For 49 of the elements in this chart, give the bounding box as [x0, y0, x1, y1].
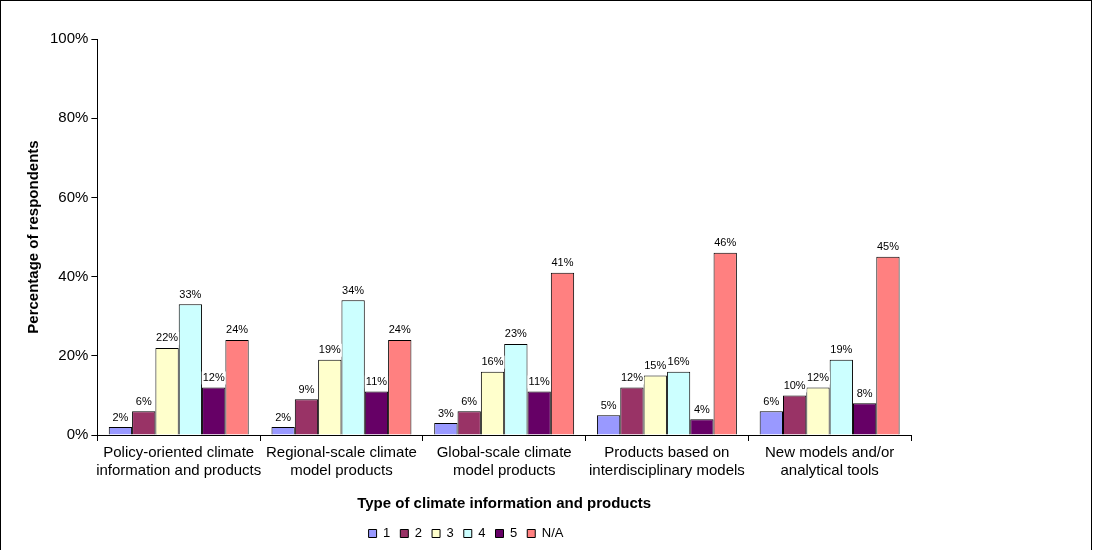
legend-label: 3 — [446, 525, 454, 541]
data-label: 11% — [365, 374, 388, 387]
data-label: 6% — [461, 394, 478, 407]
data-label: 15% — [644, 359, 667, 372]
data-label: 46% — [714, 236, 737, 249]
data-label: 11% — [528, 374, 550, 387]
data-label: 8% — [856, 386, 873, 399]
y-axis-title: Percentage of respondents — [24, 140, 42, 334]
legend-label: N/A — [541, 525, 564, 541]
data-label: 12% — [202, 371, 225, 384]
x-axis-title: Type of climate information and products — [357, 494, 652, 512]
data-label: 2% — [275, 410, 292, 423]
x-tick-label: Global-scale climate model products — [436, 443, 572, 479]
legend-label: 2 — [414, 525, 423, 541]
y-tick-label: 100% — [49, 29, 89, 47]
data-label: 34% — [342, 283, 365, 296]
x-tick-label: Policy-oriented climate information and products — [96, 443, 262, 479]
legend-label: 4 — [478, 525, 486, 541]
data-label: 24% — [226, 323, 249, 336]
y-tick-label: 20% — [58, 345, 89, 363]
x-tick-label: New models and/or analytical tools — [765, 443, 895, 479]
legend-label: 5 — [510, 525, 518, 541]
data-label: 12% — [806, 371, 830, 384]
data-label: 10% — [783, 378, 806, 391]
legend-label: 1 — [383, 525, 391, 541]
data-label: 41% — [551, 256, 574, 269]
y-tick-label: 80% — [58, 108, 89, 126]
data-label: 3% — [437, 406, 455, 419]
data-label: 9% — [298, 382, 315, 395]
data-label: 6% — [135, 394, 152, 407]
data-label: 23% — [504, 327, 528, 340]
data-label: 22% — [156, 331, 179, 344]
data-label: 33% — [179, 287, 202, 300]
y-tick-label: 0% — [66, 425, 89, 443]
data-label: 6% — [763, 394, 780, 407]
data-label: 19% — [830, 343, 853, 356]
data-label: 2% — [112, 410, 129, 423]
y-tick-label: 60% — [58, 187, 89, 205]
data-label: 4% — [693, 402, 711, 415]
data-label: 5% — [600, 398, 617, 411]
data-label: 24% — [388, 323, 411, 336]
data-label: 19% — [318, 343, 342, 356]
data-label: 16% — [667, 355, 690, 368]
x-tick-label: Products based on interdisciplinary models — [588, 443, 745, 479]
x-tick-label: Regional-scale climate model products — [266, 443, 417, 479]
y-tick-label: 40% — [58, 266, 89, 284]
data-label: 16% — [481, 355, 504, 368]
data-label: 45% — [876, 240, 900, 253]
data-label: 12% — [620, 371, 644, 384]
